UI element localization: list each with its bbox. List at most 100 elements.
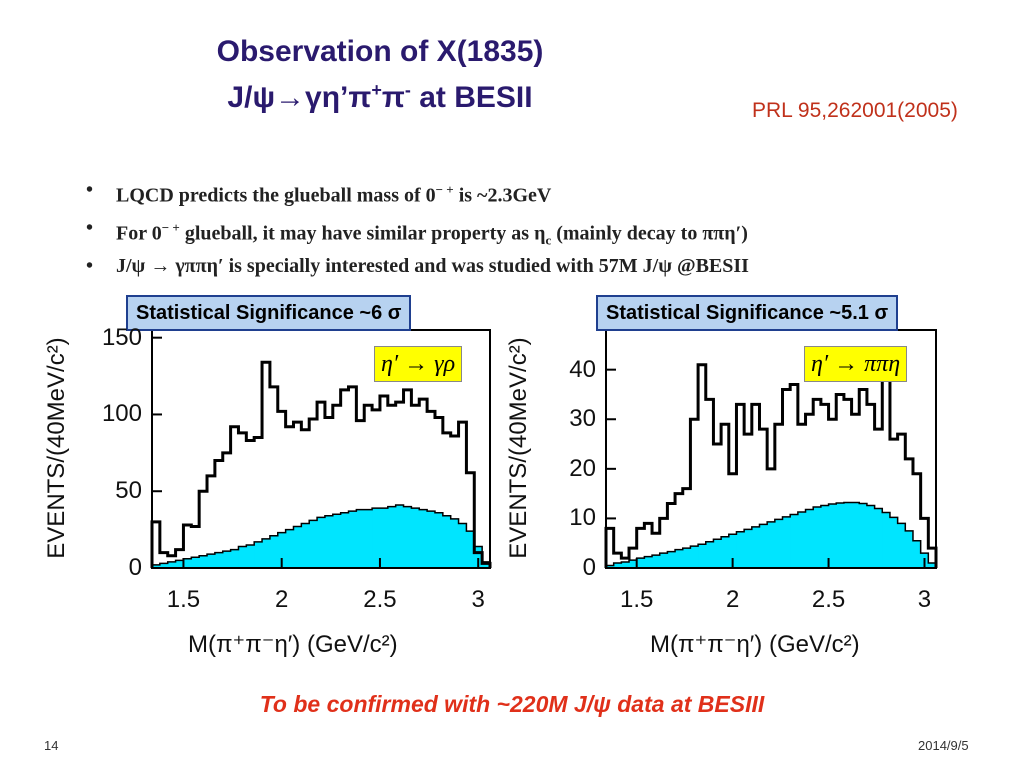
page-number: 14 <box>44 738 59 753</box>
x-tick-label: 2.5 <box>363 586 397 613</box>
background-bin <box>427 511 436 568</box>
bullet-text: For 0 <box>116 222 162 245</box>
background-bin <box>395 505 405 568</box>
title-products: γη’π <box>305 81 372 114</box>
slide-date: 2014/9/5 <box>918 738 969 753</box>
bullet-item: • For 0− + glueball, it may have similar… <box>86 216 986 254</box>
background-bin <box>442 515 452 568</box>
x-tick-label: 2 <box>275 586 289 613</box>
background-bin <box>782 516 791 568</box>
background-bin <box>682 548 691 568</box>
background-bin <box>728 534 737 568</box>
background-bin <box>751 526 760 568</box>
background-bin <box>813 507 822 568</box>
background-bin <box>928 563 937 568</box>
background-bin <box>434 512 444 568</box>
background-bin <box>411 508 420 568</box>
background-bin <box>372 508 381 568</box>
background-bin <box>238 546 247 568</box>
bullet-dot: • <box>86 255 94 277</box>
background-bin <box>293 526 302 568</box>
background-bin <box>705 541 714 568</box>
title-sup-minus: - <box>404 80 411 100</box>
bullet-text: J/ψ → γππη′ is specially interested and … <box>116 255 749 277</box>
background-bin <box>301 523 310 568</box>
title-pi: π <box>381 81 405 114</box>
reference-citation: PRL 95,262001(2005) <box>752 99 958 122</box>
bullet-list: • LQCD predicts the glueball mass of 0− … <box>86 178 986 292</box>
y-tick-label: 30 <box>569 405 596 433</box>
bullet-item: • J/ψ → γππη′ is specially interested an… <box>86 254 986 292</box>
background-outline <box>605 501 936 568</box>
background-bin <box>874 508 883 568</box>
significance-box-right: Statistical Significance ~5.1 σ <box>596 295 899 331</box>
background-bin <box>474 546 483 568</box>
background-bin <box>332 514 342 568</box>
x-axis-label-right: M(π⁺π⁻η′) (GeV/c²) <box>650 631 860 658</box>
significance-box-left: Statistical Significance ~6 σ <box>126 295 412 331</box>
y-axis-label-left: EVENTS/(40MeV/c²) <box>43 337 70 559</box>
background-bin <box>207 554 216 568</box>
data-histogram-line <box>150 360 492 568</box>
background-bin <box>230 549 239 568</box>
title-sup-plus: + <box>371 80 382 100</box>
title-line-2: J/ψ→γη’π+π- at BESII <box>0 72 760 116</box>
background-bin <box>767 521 776 568</box>
background-bin <box>897 523 906 568</box>
background-bin <box>744 529 753 568</box>
background-bin <box>644 556 653 568</box>
background-bin <box>805 509 814 568</box>
background-bin <box>285 529 294 568</box>
background-bin <box>698 544 707 568</box>
background-bin <box>199 555 208 568</box>
background-bin <box>379 508 389 568</box>
background-bin <box>652 555 661 568</box>
background-bin <box>905 530 914 568</box>
x-tick-label: 1.5 <box>620 586 654 613</box>
background-bin <box>790 514 799 568</box>
background-bin <box>222 551 232 568</box>
background-bin <box>636 558 645 568</box>
background-bin <box>403 506 412 568</box>
title-jpsi: J/ψ <box>227 81 276 114</box>
bullet-text: (mainly decay to ππη′) <box>551 222 748 245</box>
background-bin <box>317 517 326 568</box>
background-bin <box>882 512 891 568</box>
background-outline <box>151 504 490 568</box>
bullet-sub: c <box>545 232 552 248</box>
background-bin <box>759 524 768 568</box>
y-tick-label: 40 <box>569 355 596 383</box>
background-bin <box>629 560 638 568</box>
background-bin <box>387 506 397 568</box>
title-arrow: → <box>275 81 306 114</box>
background-bin <box>843 502 853 568</box>
background-bin <box>309 520 318 568</box>
background-bin <box>774 519 784 568</box>
background-bin <box>356 509 365 568</box>
background-bin <box>340 512 350 568</box>
x-axis-label-left: M(π⁺π⁻η′) (GeV/c²) <box>188 631 398 658</box>
background-bin <box>262 538 271 568</box>
y-tick-label: 150 <box>101 323 142 351</box>
y-tick-label: 20 <box>569 454 596 482</box>
background-bin <box>606 565 615 568</box>
y-tick-label: 0 <box>128 554 142 581</box>
background-bin <box>721 536 730 568</box>
background-bin <box>482 561 491 568</box>
bullet-dot: • <box>86 179 94 201</box>
background-bin <box>324 515 334 568</box>
background-bin <box>675 549 684 568</box>
background-bin <box>851 502 860 568</box>
bullet-text: is ~2.3GeV <box>453 184 552 207</box>
y-axis-label-right: EVENTS/(40MeV/c²) <box>505 337 532 559</box>
histogram-right <box>604 329 938 569</box>
background-bin <box>613 563 622 568</box>
bullet-text: glueball, it may have similar property a… <box>179 222 546 245</box>
background-bin <box>159 563 169 568</box>
y-tick-label: 100 <box>101 400 142 428</box>
title-line-1: Observation of X(1835) <box>216 35 544 68</box>
background-bin <box>866 505 876 568</box>
x-tick-label: 2 <box>725 586 740 613</box>
bullet-sup: − + <box>161 220 180 235</box>
